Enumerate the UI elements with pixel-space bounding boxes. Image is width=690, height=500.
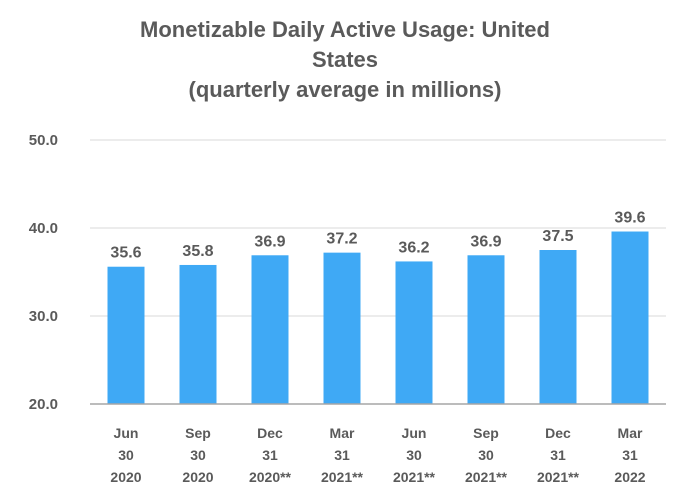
x-category-label-line: 30 bbox=[190, 447, 206, 463]
data-labels: 35.6 35.8 36.9 37.2 36.2 36.9 37.5 39.6 bbox=[110, 210, 645, 262]
bar bbox=[467, 255, 505, 404]
chart-title-line-3: (quarterly average in millions) bbox=[189, 77, 502, 102]
x-category-label-line: 30 bbox=[478, 447, 494, 463]
y-axis-ticks: 20.0 30.0 40.0 50.0 bbox=[29, 132, 58, 413]
data-label: 36.9 bbox=[470, 233, 501, 250]
bar bbox=[107, 266, 145, 404]
data-label: 36.2 bbox=[398, 239, 429, 256]
x-category-label-line: 2021** bbox=[537, 469, 580, 485]
x-category-label-line: 31 bbox=[622, 447, 638, 463]
x-category-label-line: 30 bbox=[118, 447, 134, 463]
x-category-label: Sep 30 2021** bbox=[465, 425, 508, 485]
x-category-label-line: 2021** bbox=[321, 469, 364, 485]
y-tick-label: 40.0 bbox=[29, 220, 58, 237]
bar bbox=[251, 255, 289, 404]
x-category-label-line: Mar bbox=[618, 425, 643, 441]
x-category-label-line: 31 bbox=[334, 447, 350, 463]
gridlines bbox=[90, 139, 666, 317]
x-category-label-line: 2020** bbox=[249, 469, 292, 485]
bar bbox=[611, 231, 649, 404]
x-category-label: Jun 30 2021** bbox=[393, 425, 436, 485]
x-category-label-line: 2020 bbox=[110, 469, 141, 485]
chart-title-line-1: Monetizable Daily Active Usage: United bbox=[140, 17, 550, 42]
chart-title: Monetizable Daily Active Usage: United S… bbox=[140, 17, 550, 102]
bar bbox=[179, 264, 217, 404]
y-tick-label: 20.0 bbox=[29, 396, 58, 413]
x-category-label-line: 2021** bbox=[465, 469, 508, 485]
y-tick-label: 30.0 bbox=[29, 308, 58, 325]
data-label: 35.8 bbox=[182, 243, 213, 260]
bars bbox=[107, 231, 649, 404]
x-category-label-line: 2021** bbox=[393, 469, 436, 485]
bar bbox=[539, 250, 577, 404]
x-category-label-line: Sep bbox=[473, 425, 499, 441]
x-category-label-line: Mar bbox=[330, 425, 355, 441]
x-category-label-line: Jun bbox=[114, 425, 139, 441]
data-label: 37.2 bbox=[326, 231, 357, 248]
x-category-label: Mar 31 2022 bbox=[614, 425, 645, 485]
x-category-label-line: 31 bbox=[550, 447, 566, 463]
x-axis-categories: Jun 30 2020 Sep 30 2020 Dec 31 2020** Mar 31 2021**… bbox=[110, 425, 645, 485]
bar bbox=[323, 252, 361, 404]
x-category-label-line: Jun bbox=[402, 425, 427, 441]
x-category-label-line: 30 bbox=[406, 447, 422, 463]
data-label: 39.6 bbox=[614, 210, 645, 227]
x-category-label-line: Sep bbox=[185, 425, 211, 441]
x-category-label-line: Dec bbox=[545, 425, 571, 441]
x-category-label: Dec 31 2021** bbox=[537, 425, 580, 485]
data-label: 36.9 bbox=[254, 233, 285, 250]
x-category-label-line: 2022 bbox=[614, 469, 645, 485]
x-category-label: Mar 31 2021** bbox=[321, 425, 364, 485]
y-tick-label: 50.0 bbox=[29, 132, 58, 149]
x-category-label: Jun 30 2020 bbox=[110, 425, 141, 485]
chart-title-line-2: States bbox=[312, 47, 378, 72]
x-category-label: Dec 31 2020** bbox=[249, 425, 292, 485]
data-label: 35.6 bbox=[110, 245, 141, 262]
data-label: 37.5 bbox=[542, 228, 573, 245]
x-category-label-line: 2020 bbox=[182, 469, 213, 485]
bar bbox=[395, 261, 433, 404]
x-category-label-line: 31 bbox=[262, 447, 278, 463]
x-category-label-line: Dec bbox=[257, 425, 283, 441]
x-category-label: Sep 30 2020 bbox=[182, 425, 213, 485]
